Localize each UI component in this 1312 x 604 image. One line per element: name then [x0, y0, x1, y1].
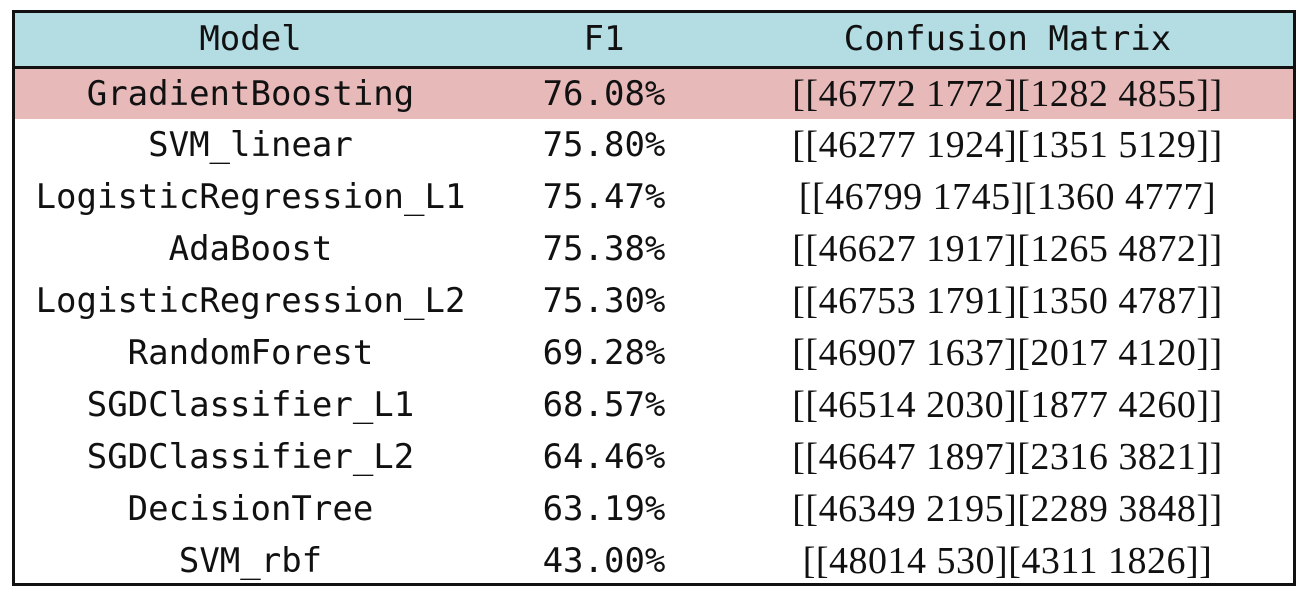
f1-score-cell: 69.28% [542, 333, 666, 373]
column-header-model: Model [15, 13, 486, 69]
column-header-f1: F1 [486, 13, 722, 69]
header-row: Model F1 Confusion Matrix [15, 13, 1293, 69]
model-name-cell: DecisionTree [127, 489, 374, 529]
f1-score-cell: 43.00% [542, 541, 666, 581]
model-name-cell: RandomForest [127, 333, 374, 373]
table-row: DecisionTree 63.19% [[46349 2195][2289 3… [15, 483, 1293, 535]
model-name-cell: SGDClassifier_L1 [86, 385, 415, 425]
f1-score-cell: 76.08% [542, 73, 666, 114]
confusion-matrix-cell: [[46647 1897][2316 3821]] [792, 436, 1223, 478]
table-header: Model F1 Confusion Matrix [15, 13, 1293, 69]
table-row: RandomForest 69.28% [[46907 1637][2017 4… [15, 327, 1293, 379]
confusion-matrix-cell: [[46753 1791][1350 4787]] [792, 280, 1223, 322]
table-row: SGDClassifier_L1 68.57% [[46514 2030][18… [15, 379, 1293, 431]
confusion-matrix-cell: [[48014 530][4311 1826]] [802, 540, 1213, 582]
confusion-matrix-cell: [[46627 1917][1265 4872]] [792, 228, 1223, 270]
model-name-cell: GradientBoosting [86, 73, 415, 114]
f1-score-cell: 75.30% [542, 281, 666, 321]
table-row: SGDClassifier_L2 64.46% [[46647 1897][23… [15, 431, 1293, 483]
f1-score-cell: 75.38% [542, 229, 666, 269]
model-name-cell: LogisticRegression_L2 [35, 281, 466, 321]
table-row-highlighted: GradientBoosting 76.08% [[46772 1772][12… [15, 67, 1293, 119]
model-name-cell: SVM_linear [148, 125, 353, 165]
f1-score-cell: 75.47% [542, 177, 666, 217]
f1-score-cell: 68.57% [542, 385, 666, 425]
f1-score-cell: 75.80% [542, 125, 666, 165]
table-row: SVM_rbf 43.00% [[48014 530][4311 1826]] [15, 535, 1293, 587]
f1-score-cell: 63.19% [542, 489, 666, 529]
table-body: GradientBoosting 76.08% [[46772 1772][12… [15, 67, 1293, 587]
confusion-matrix-cell: [[46799 1745][1360 4777] [798, 176, 1217, 218]
table-row: LogisticRegression_L1 75.47% [[46799 174… [15, 171, 1293, 223]
confusion-matrix-cell: [[46907 1637][2017 4120]] [792, 332, 1223, 374]
model-name-cell: SVM_rbf [178, 541, 323, 581]
table-row: SVM_linear 75.80% [[46277 1924][1351 512… [15, 119, 1293, 171]
confusion-matrix-cell: [[46772 1772][1282 4855]] [792, 72, 1223, 115]
model-results-table: Model F1 Confusion Matrix GradientBoosti… [15, 13, 1293, 587]
f1-score-cell: 64.46% [542, 437, 666, 477]
confusion-matrix-cell: [[46277 1924][1351 5129]] [792, 124, 1223, 166]
model-name-cell: AdaBoost [168, 229, 333, 269]
results-table-frame: Model F1 Confusion Matrix GradientBoosti… [12, 10, 1296, 586]
model-name-cell: LogisticRegression_L1 [35, 177, 466, 217]
table-row: AdaBoost 75.38% [[46627 1917][1265 4872]… [15, 223, 1293, 275]
confusion-matrix-cell: [[46349 2195][2289 3848]] [792, 488, 1223, 530]
model-name-cell: SGDClassifier_L2 [86, 437, 415, 477]
table-row: LogisticRegression_L2 75.30% [[46753 179… [15, 275, 1293, 327]
confusion-matrix-cell: [[46514 2030][1877 4260]] [792, 384, 1223, 426]
column-header-confusion-matrix: Confusion Matrix [722, 13, 1293, 69]
